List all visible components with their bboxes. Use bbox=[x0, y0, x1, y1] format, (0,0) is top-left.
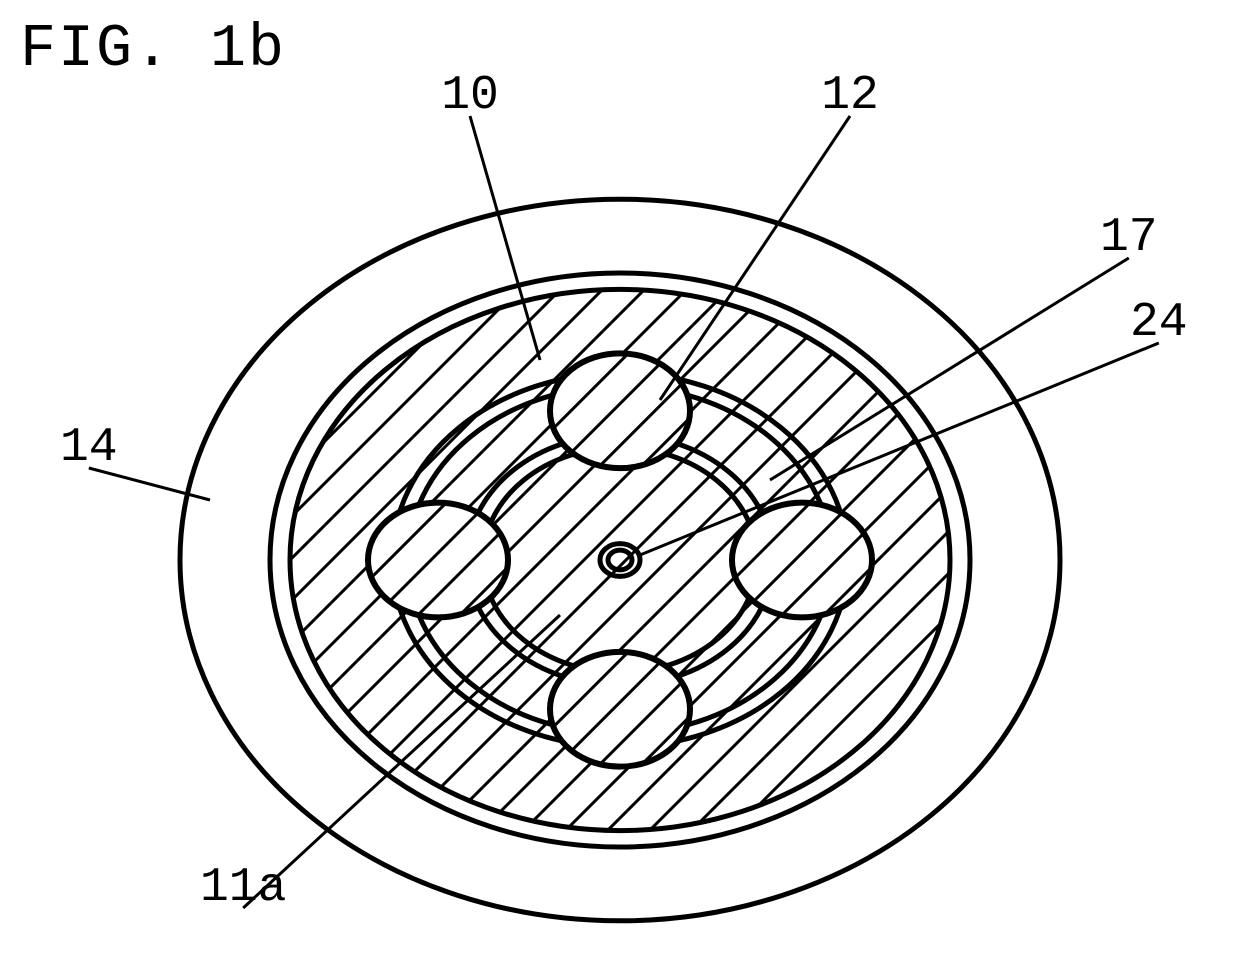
leader-17 bbox=[770, 258, 1129, 480]
label-10: 10 bbox=[441, 69, 499, 123]
outer-ring bbox=[180, 199, 1060, 921]
label-17: 17 bbox=[1100, 211, 1158, 265]
label-14: 14 bbox=[60, 421, 118, 475]
leader-24 bbox=[640, 343, 1159, 555]
race-inner-o bbox=[467, 435, 773, 686]
technical-diagram: 10 12 17 24 14 11a bbox=[0, 0, 1240, 966]
hatching-annulus bbox=[0, 0, 1240, 966]
label-24: 24 bbox=[1130, 296, 1188, 350]
label-12: 12 bbox=[821, 69, 879, 123]
figure-title: FIG. 1b bbox=[20, 16, 286, 84]
label-11a: 11a bbox=[200, 861, 286, 915]
leader-10 bbox=[470, 116, 540, 360]
leader-12 bbox=[660, 116, 850, 400]
